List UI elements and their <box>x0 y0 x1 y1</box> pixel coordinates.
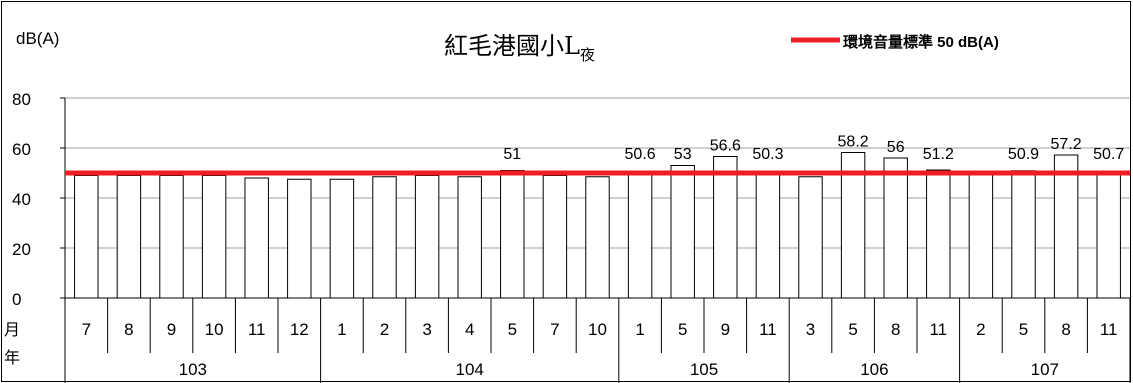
month-tick-label: 5 <box>508 320 517 339</box>
bar <box>1096 170 1121 299</box>
year-row-label: 年 <box>4 349 20 367</box>
data-label: 51 <box>503 146 521 163</box>
bar <box>670 165 695 299</box>
y-tick-label: 20 <box>12 240 31 259</box>
month-tick-label: 4 <box>465 320 474 339</box>
month-tick-label: 9 <box>721 320 730 339</box>
chart-title: 紅毛港國小L夜 <box>444 32 595 64</box>
month-tick-label: 8 <box>891 320 900 339</box>
month-tick-label: 1 <box>635 320 644 339</box>
month-tick-label: 11 <box>759 320 777 339</box>
data-label: 57.2 <box>1051 136 1082 153</box>
bar <box>585 176 610 299</box>
month-tick-label: 5 <box>848 320 857 339</box>
data-label: 56.6 <box>710 138 741 155</box>
y-axis-unit-label: dB(A) <box>16 29 59 48</box>
bar <box>201 175 227 299</box>
chart-title-subscript: 夜 <box>580 46 595 64</box>
bar <box>457 176 482 299</box>
bar <box>883 157 908 299</box>
month-tick-label: 3 <box>806 320 815 339</box>
data-label: 50.7 <box>1093 146 1124 163</box>
month-tick-label: 5 <box>678 320 687 339</box>
month-tick-label: 10 <box>205 320 224 339</box>
year-label: 105 <box>690 360 718 379</box>
bar <box>627 171 653 299</box>
month-tick-label: 7 <box>550 320 559 339</box>
bar <box>159 175 184 299</box>
data-label: 50.9 <box>1008 146 1039 163</box>
bar <box>713 156 738 299</box>
month-row-label: 月 <box>4 322 20 339</box>
data-label: 58.2 <box>838 134 869 151</box>
month-tick-label: 10 <box>588 320 607 339</box>
month-tick-label: 12 <box>290 320 309 339</box>
year-label: 103 <box>179 360 207 379</box>
month-tick-label: 8 <box>124 320 133 339</box>
year-label: 106 <box>860 360 888 379</box>
bar <box>329 178 355 299</box>
month-tick-label: 5 <box>1019 320 1028 339</box>
bar <box>755 171 781 299</box>
bar <box>414 175 440 299</box>
data-label: 51.2 <box>923 146 954 163</box>
y-tick-label: 0 <box>12 290 21 309</box>
month-tick-label: 11 <box>1100 320 1118 339</box>
month-tick-label: 1 <box>337 320 346 339</box>
month-tick-label: 8 <box>1061 320 1070 339</box>
month-tick-label: 7 <box>82 320 91 339</box>
month-tick-label: 2 <box>380 320 389 339</box>
bar <box>968 173 994 299</box>
bar <box>74 175 99 299</box>
data-label: 53 <box>674 146 692 163</box>
bar <box>287 178 312 299</box>
y-tick-label: 60 <box>12 140 31 159</box>
bar <box>798 176 823 299</box>
data-label: 50.3 <box>752 146 783 163</box>
data-label: 50.6 <box>625 146 656 163</box>
y-tick-label: 40 <box>12 190 31 209</box>
month-tick-label: 2 <box>976 320 985 339</box>
month-tick-label: 11 <box>248 320 266 339</box>
y-tick-label: 80 <box>12 90 31 109</box>
bar <box>500 170 525 299</box>
bar <box>926 169 951 299</box>
month-tick-label: 3 <box>422 320 431 339</box>
bar <box>116 175 142 299</box>
month-tick-label: 9 <box>167 320 176 339</box>
year-label: 107 <box>1031 360 1059 379</box>
legend-label: 環境音量標準 50 dB(A) <box>843 33 999 51</box>
bar <box>542 175 568 299</box>
chart-title-main: 紅毛港國小L <box>444 32 580 60</box>
bar <box>372 176 397 299</box>
data-label: 56 <box>887 139 905 156</box>
bar <box>1011 170 1036 299</box>
year-label: 104 <box>456 360 484 379</box>
month-tick-label: 11 <box>929 320 947 339</box>
bar <box>1053 154 1079 299</box>
bar <box>244 177 269 299</box>
